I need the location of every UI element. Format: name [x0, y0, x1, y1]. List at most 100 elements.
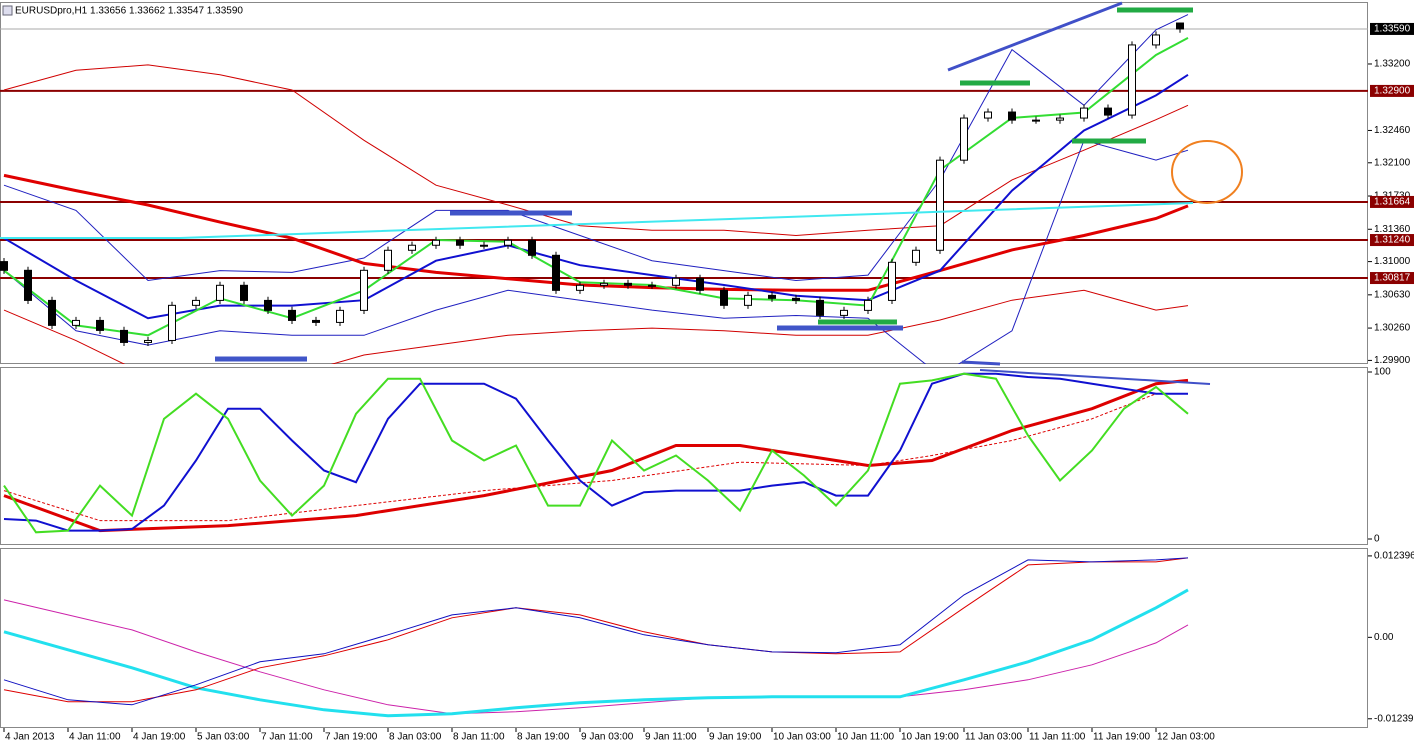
candle-body: [696, 277, 704, 291]
indicator-line: [3, 139, 1189, 364]
y-tick-label: 1.30630: [1374, 289, 1411, 300]
indicator-line: [3, 557, 1189, 706]
indicator-line: [3, 599, 1189, 715]
x-tick-label: 10 Jan 03:00: [773, 732, 831, 743]
candle-body: [768, 294, 776, 299]
candle-body: [192, 299, 200, 306]
x-tick-label: 9 Jan 11:00: [645, 732, 697, 743]
x-tick-label: 11 Jan 11:00: [1029, 732, 1086, 743]
x-tick-label: 8 Jan 03:00: [389, 732, 442, 743]
y-tick-label: 1.32460: [1374, 125, 1411, 136]
candle-body: [864, 299, 872, 311]
candle-body: [816, 299, 824, 316]
level-label-box: [1370, 195, 1414, 208]
highlight-circle: [1171, 140, 1243, 204]
panel: [3, 372, 1189, 534]
candle-body: [744, 294, 752, 306]
candle-body: [1128, 44, 1136, 116]
candle-body: [408, 244, 416, 251]
y-tick-label: 1.32100: [1374, 157, 1411, 168]
indicator-line: [3, 73, 1189, 320]
candle-body: [480, 244, 488, 247]
y-tick-label: 0: [1374, 534, 1380, 545]
trend-line: [947, 1, 1123, 72]
candle-body: [1032, 119, 1040, 122]
candle-body: [264, 299, 272, 311]
candle-body: [48, 299, 56, 326]
y-tick-label: 1.33200: [1374, 59, 1411, 70]
level-label-box: [1370, 84, 1414, 97]
x-tick-label: 4 Jan 11:00: [69, 732, 121, 743]
candle-body: [1176, 22, 1184, 30]
y-tick-label: 1.31000: [1374, 256, 1411, 267]
indicator-line: [3, 14, 1189, 282]
candle-body: [576, 284, 584, 291]
candle-body: [792, 297, 800, 301]
indicator-line: [3, 372, 1189, 534]
y-tick-label: 100: [1374, 367, 1391, 378]
last-price-box: [1370, 22, 1414, 35]
candle-body: [168, 304, 176, 341]
candle-body: [120, 329, 128, 343]
drawings: [0, 1, 1243, 385]
candle-body: [1152, 34, 1160, 46]
y-tick-label: -0.012396: [1374, 713, 1414, 724]
x-tick-label: 7 Jan 19:00: [325, 732, 378, 743]
candle-body: [840, 309, 848, 316]
candle-body: [72, 319, 80, 326]
y-tick-label: 0.00: [1374, 632, 1394, 643]
candle-body: [960, 117, 968, 161]
candle-body: [384, 249, 392, 271]
candle-body: [552, 254, 560, 291]
candle-body: [648, 284, 656, 287]
panel-frame: [0, 2, 1368, 364]
candle-body: [984, 111, 992, 119]
level-label: 1.31664: [1374, 197, 1411, 208]
x-tick-label: 4 Jan 19:00: [133, 732, 186, 743]
x-tick-label: 11 Jan 03:00: [965, 732, 1023, 743]
candle-body: [0, 261, 8, 271]
candle-body: [360, 269, 368, 311]
x-tick-label: 11 Jan 19:00: [1093, 732, 1151, 743]
candle-body: [312, 319, 320, 323]
x-tick-label: 10 Jan 19:00: [901, 732, 959, 743]
y-tick-label: 0.012396: [1374, 551, 1414, 562]
candle-body: [888, 261, 896, 301]
candle-body: [1104, 107, 1112, 116]
trend-line: [979, 369, 1211, 385]
candle-body: [1080, 107, 1088, 119]
indicator-line: [3, 557, 1189, 703]
candle-body: [936, 159, 944, 251]
x-tick-label: 8 Jan 19:00: [517, 732, 570, 743]
candle-body: [216, 284, 224, 301]
indicator-line: [3, 64, 1189, 237]
x-tick-label: 10 Jan 11:00: [837, 732, 895, 743]
x-tick-label: 9 Jan 03:00: [581, 732, 634, 743]
x-tick-label: 8 Jan 11:00: [453, 732, 505, 743]
level-label-box: [1370, 234, 1414, 247]
x-tick-label: 9 Jan 19:00: [709, 732, 762, 743]
trend-line: [0, 202, 1194, 239]
indicator-line: [3, 372, 1188, 532]
candle-body: [336, 309, 344, 323]
x-tick-label: 7 Jan 11:00: [261, 732, 313, 743]
indicator-line: [3, 173, 1189, 292]
candle-body: [24, 269, 32, 301]
x-tick-label: 5 Jan 03:00: [197, 732, 250, 743]
indicator-line: [3, 378, 1189, 533]
level-label-box: [1370, 272, 1414, 285]
candle-body: [624, 282, 632, 286]
candle-body: [1008, 111, 1016, 121]
level-label: 1.31240: [1374, 235, 1411, 246]
chart-title: EURUSDpro,H1 1.33656 1.33662 1.33547 1.3…: [15, 6, 243, 17]
indicator-line: [3, 37, 1189, 337]
candle-body: [432, 239, 440, 246]
candle-body: [456, 239, 464, 246]
candle-body: [720, 289, 728, 306]
candle-body: [288, 309, 296, 321]
last-price-label: 1.33590: [1374, 24, 1411, 35]
panel: [0, 14, 1368, 364]
indicator-line: [3, 393, 1157, 522]
